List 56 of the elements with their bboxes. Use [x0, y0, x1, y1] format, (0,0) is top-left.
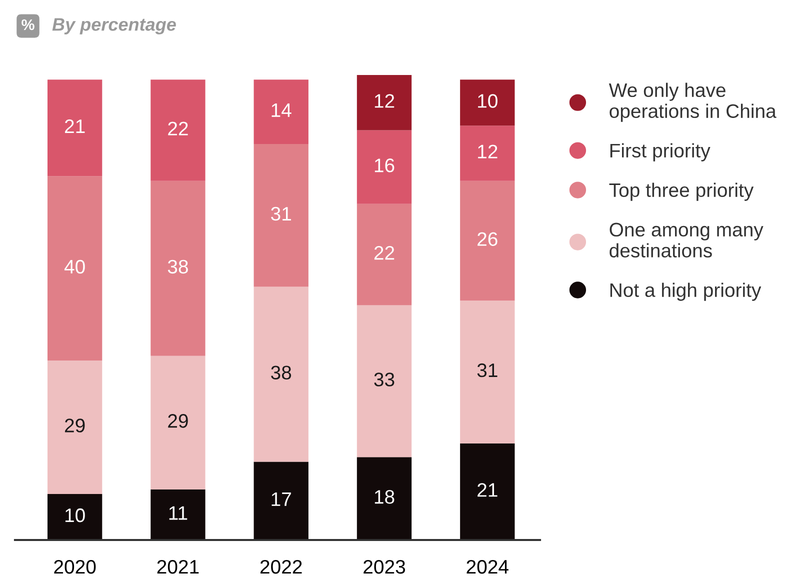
bar	[356, 130, 412, 204]
text: %	[22, 19, 34, 30]
data-label: 21	[64, 119, 85, 133]
data-label: 10	[478, 94, 498, 108]
bar	[356, 305, 412, 458]
data-label: 18	[374, 490, 394, 504]
bar	[254, 80, 308, 144]
bar	[460, 126, 515, 181]
data-label: 29	[168, 414, 188, 428]
bar	[150, 180, 206, 356]
x-tick-label: 2024	[466, 560, 508, 574]
data-label: 38	[271, 366, 292, 380]
legend-label: One among many destinations	[610, 222, 764, 258]
bar	[254, 286, 308, 462]
bar	[460, 180, 515, 301]
bar	[356, 457, 412, 540]
data-label: 26	[478, 232, 498, 246]
bar	[47, 360, 102, 494]
bar	[47, 80, 102, 176]
bar	[47, 176, 102, 360]
data-label: 31	[271, 206, 291, 221]
legend-label: First priority	[610, 143, 710, 162]
bar	[460, 443, 515, 540]
data-label: 21	[478, 483, 498, 497]
bar	[254, 144, 308, 287]
data-label: 31	[477, 363, 498, 378]
data-label: 33	[374, 372, 394, 386]
data-label: 12	[478, 144, 498, 158]
bar	[460, 80, 515, 126]
data-label: 12	[374, 94, 394, 108]
data-label: 17	[272, 492, 291, 506]
data-label: 22	[374, 246, 394, 260]
bar	[356, 75, 412, 130]
x-tick-label: 2020	[54, 560, 96, 574]
bar	[150, 489, 206, 540]
data-label: 11	[169, 506, 188, 520]
bar	[150, 80, 206, 181]
bar	[460, 300, 515, 444]
bar	[356, 204, 412, 306]
data-label: 16	[374, 158, 394, 172]
data-label: 10	[65, 508, 85, 522]
x-tick-label: 2023	[364, 560, 406, 574]
legend-label: Top three priority	[609, 182, 754, 201]
data-label: 40	[64, 260, 85, 274]
bar	[47, 494, 102, 540]
data-label: 22	[168, 122, 188, 136]
data-label: 29	[64, 418, 85, 432]
bar	[254, 462, 308, 540]
legend-label: We only have operations in China	[608, 82, 776, 122]
data-label: 14	[272, 103, 292, 117]
data-label: 38	[168, 260, 188, 274]
legend-label: Not a high priority	[610, 282, 762, 301]
bar	[150, 356, 206, 490]
x-tick-label: 2022	[260, 560, 302, 574]
chart-title: By percentage	[52, 18, 176, 34]
x-tick-label: 2021	[157, 560, 199, 574]
